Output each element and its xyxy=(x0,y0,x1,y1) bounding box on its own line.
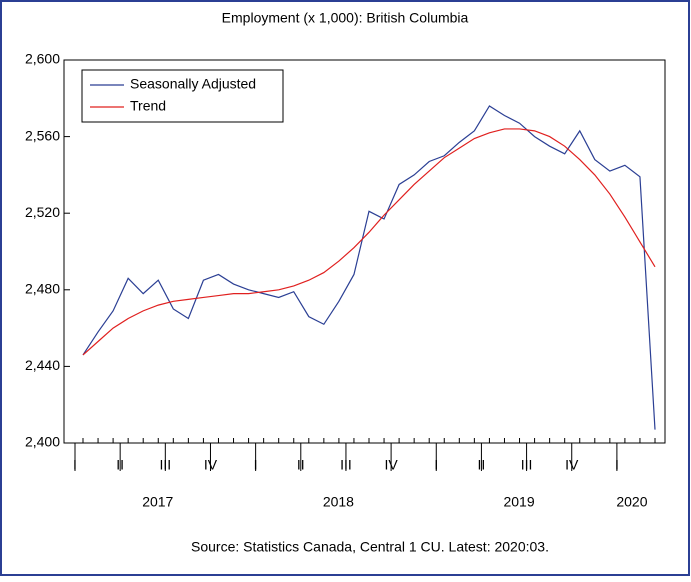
legend-label: Trend xyxy=(130,98,166,114)
x-tick-label: II xyxy=(478,457,486,473)
source-note: Source: Statistics Canada, Central 1 CU.… xyxy=(191,539,549,555)
y-tick-label: 2,520 xyxy=(25,204,60,220)
plot-area xyxy=(63,59,666,444)
year-label: 2017 xyxy=(142,494,173,510)
x-tick-label: I xyxy=(434,457,438,473)
legend-box xyxy=(81,69,284,123)
y-tick-label: 2,440 xyxy=(25,357,60,373)
y-tick-label: 2,560 xyxy=(25,127,60,143)
x-tick-label: II xyxy=(116,457,124,473)
year-label: 2018 xyxy=(323,494,354,510)
year-label: 2019 xyxy=(503,494,534,510)
series-line xyxy=(82,105,656,430)
x-tick-label: IV xyxy=(565,457,579,473)
x-tick-label: III xyxy=(159,457,171,473)
x-tick-label: IV xyxy=(204,457,218,473)
x-tick-label: I xyxy=(615,457,619,473)
x-tick-label: IV xyxy=(384,457,398,473)
y-tick-label: 2,600 xyxy=(25,51,60,67)
x-tick-label: I xyxy=(254,457,258,473)
year-label: 2020 xyxy=(616,494,647,510)
x-tick-label: III xyxy=(340,457,352,473)
x-tick-label: III xyxy=(521,457,533,473)
legend-label: Seasonally Adjusted xyxy=(130,76,256,92)
y-tick-label: 2,480 xyxy=(25,281,60,297)
y-tick-label: 2,400 xyxy=(25,434,60,450)
chart-title: Employment (x 1,000): British Columbia xyxy=(222,10,469,26)
x-tick-label: I xyxy=(73,457,77,473)
series-line xyxy=(82,128,656,356)
x-tick-label: II xyxy=(297,457,305,473)
